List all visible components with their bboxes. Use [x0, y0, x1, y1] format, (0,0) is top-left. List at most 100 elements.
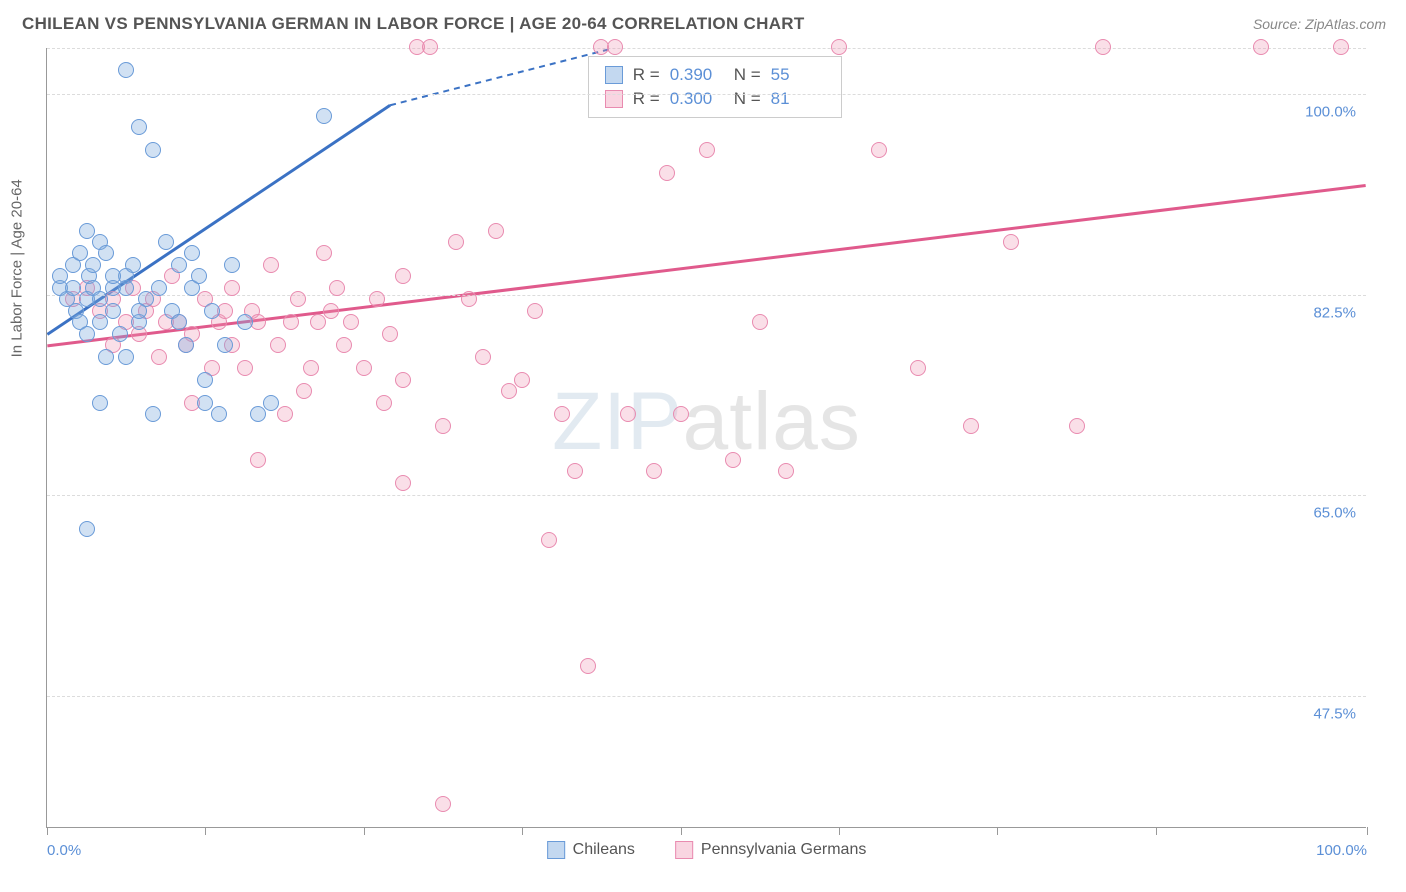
- data-point: [725, 452, 741, 468]
- x-tick: [47, 827, 48, 835]
- data-point: [98, 349, 114, 365]
- data-point: [296, 383, 312, 399]
- data-point: [197, 372, 213, 388]
- stats-row: R =0.390N =55: [605, 63, 825, 87]
- data-point: [105, 268, 121, 284]
- data-point: [1069, 418, 1085, 434]
- data-point: [382, 326, 398, 342]
- data-point: [131, 303, 147, 319]
- data-point: [131, 119, 147, 135]
- scatter-chart: In Labor Force | Age 20-64 ZIPatlas R =0…: [46, 48, 1366, 828]
- data-point: [871, 142, 887, 158]
- data-point: [98, 245, 114, 261]
- x-tick-label: 100.0%: [1316, 842, 1367, 859]
- data-point: [1003, 234, 1019, 250]
- data-point: [541, 532, 557, 548]
- data-point: [72, 245, 88, 261]
- data-point: [197, 395, 213, 411]
- stats-box: R =0.390N =55R =0.300N =81: [588, 56, 842, 118]
- data-point: [237, 360, 253, 376]
- data-point: [1095, 39, 1111, 55]
- legend-item: Pennsylvania Germans: [675, 841, 866, 859]
- data-point: [527, 303, 543, 319]
- data-point: [65, 280, 81, 296]
- data-point: [395, 475, 411, 491]
- data-point: [336, 337, 352, 353]
- data-point: [178, 337, 194, 353]
- data-point: [303, 360, 319, 376]
- chart-source: Source: ZipAtlas.com: [1253, 16, 1386, 32]
- legend-swatch: [675, 841, 693, 859]
- watermark-thin: atlas: [683, 376, 861, 467]
- data-point: [85, 257, 101, 273]
- data-point: [250, 406, 266, 422]
- stat-n-label: N =: [734, 65, 761, 85]
- data-point: [673, 406, 689, 422]
- stat-r-label: R =: [633, 65, 660, 85]
- y-tick-label: 47.5%: [1313, 706, 1356, 723]
- data-point: [607, 39, 623, 55]
- data-point: [204, 303, 220, 319]
- stat-n-value: 55: [771, 65, 825, 85]
- gridline: [47, 295, 1366, 296]
- x-tick: [681, 827, 682, 835]
- data-point: [778, 463, 794, 479]
- gridline: [47, 94, 1366, 95]
- data-point: [151, 280, 167, 296]
- data-point: [118, 349, 134, 365]
- data-point: [343, 314, 359, 330]
- x-tick-label: 0.0%: [47, 842, 81, 859]
- data-point: [910, 360, 926, 376]
- data-point: [217, 337, 233, 353]
- data-point: [514, 372, 530, 388]
- data-point: [461, 291, 477, 307]
- data-point: [263, 395, 279, 411]
- stat-n-label: N =: [734, 89, 761, 109]
- gridline: [47, 48, 1366, 49]
- chart-header: CHILEAN VS PENNSYLVANIA GERMAN IN LABOR …: [0, 0, 1406, 40]
- data-point: [158, 234, 174, 250]
- stat-r-label: R =: [633, 89, 660, 109]
- data-point: [435, 418, 451, 434]
- data-point: [488, 223, 504, 239]
- y-axis-label: In Labor Force | Age 20-64: [9, 179, 26, 357]
- data-point: [316, 245, 332, 261]
- data-point: [659, 165, 675, 181]
- y-tick-label: 82.5%: [1313, 304, 1356, 321]
- data-point: [448, 234, 464, 250]
- data-point: [191, 268, 207, 284]
- data-point: [580, 658, 596, 674]
- data-point: [79, 326, 95, 342]
- x-tick: [1156, 827, 1157, 835]
- stat-n-value: 81: [771, 89, 825, 109]
- gridline: [47, 696, 1366, 697]
- legend-item: Chileans: [547, 841, 635, 859]
- data-point: [395, 268, 411, 284]
- data-point: [184, 245, 200, 261]
- data-point: [224, 280, 240, 296]
- data-point: [290, 291, 306, 307]
- data-point: [112, 326, 128, 342]
- data-point: [475, 349, 491, 365]
- data-point: [145, 142, 161, 158]
- chart-title: CHILEAN VS PENNSYLVANIA GERMAN IN LABOR …: [22, 14, 805, 34]
- data-point: [329, 280, 345, 296]
- data-point: [105, 303, 121, 319]
- trendlines-svg: [47, 48, 1366, 827]
- legend-swatch: [605, 90, 623, 108]
- data-point: [92, 395, 108, 411]
- data-point: [79, 223, 95, 239]
- stats-row: R =0.300N =81: [605, 87, 825, 111]
- data-point: [263, 257, 279, 273]
- data-point: [316, 108, 332, 124]
- data-point: [283, 314, 299, 330]
- data-point: [356, 360, 372, 376]
- data-point: [1253, 39, 1269, 55]
- x-tick: [997, 827, 998, 835]
- data-point: [554, 406, 570, 422]
- data-point: [118, 280, 134, 296]
- data-point: [699, 142, 715, 158]
- data-point: [310, 314, 326, 330]
- data-point: [376, 395, 392, 411]
- data-point: [963, 418, 979, 434]
